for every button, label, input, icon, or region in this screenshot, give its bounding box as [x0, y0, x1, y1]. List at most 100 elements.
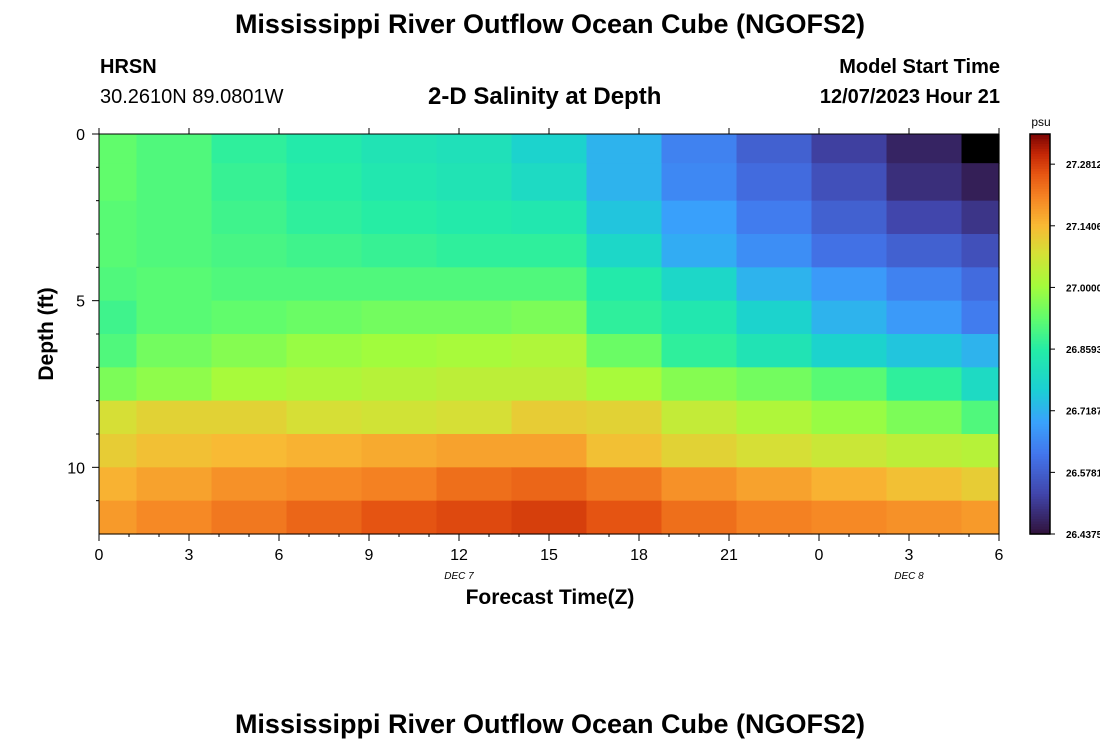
heatmap-cell [361, 200, 438, 235]
heatmap-cell [136, 400, 213, 435]
colorbar-swatch [1030, 374, 1050, 378]
colorbar-swatch [1030, 271, 1050, 275]
heatmap-cell [586, 367, 663, 402]
heatmap-cell [99, 367, 138, 402]
colorbar-swatch [1030, 289, 1050, 293]
heatmap-cell [211, 163, 288, 202]
y-tick-label: 5 [76, 294, 85, 311]
chart-title: Mississippi River Outflow Ocean Cube (NG… [234, 9, 866, 39]
colorbar-swatch [1030, 329, 1050, 333]
heatmap-cell [661, 334, 738, 368]
colorbar-swatch [1030, 176, 1050, 180]
heatmap-cell [99, 200, 138, 235]
colorbar-swatch [1030, 341, 1050, 345]
heatmap-cell [661, 200, 738, 235]
colorbar-swatch [1030, 281, 1050, 285]
heatmap-cell [136, 163, 213, 202]
heatmap-cell [736, 200, 813, 235]
colorbar-swatch [1030, 339, 1050, 343]
heatmap-cell [886, 163, 963, 202]
heatmap-cell [661, 163, 738, 202]
colorbar-swatch [1030, 144, 1050, 148]
colorbar-swatch [1030, 149, 1050, 153]
colorbar-swatch [1030, 426, 1050, 430]
heatmap-cell [586, 334, 663, 368]
colorbar-swatch [1030, 226, 1050, 230]
colorbar-swatch [1030, 529, 1050, 533]
colorbar-swatch [1030, 296, 1050, 300]
x-tick-label: 18 [630, 547, 648, 564]
colorbar-swatch [1030, 489, 1050, 493]
heatmap-cell [811, 267, 888, 302]
heatmap-cell [211, 134, 288, 164]
colorbar-swatch [1030, 366, 1050, 370]
heatmap-cell [136, 500, 213, 535]
x-tick-label: 3 [905, 547, 914, 564]
colorbar-swatch [1030, 386, 1050, 390]
chart-subtitle: 2-D Salinity at Depth [428, 83, 662, 110]
colorbar-swatch [1030, 389, 1050, 393]
colorbar-swatch [1030, 179, 1050, 183]
heatmap-cell [211, 367, 288, 402]
heatmap-cell [286, 134, 363, 164]
colorbar-swatch [1030, 429, 1050, 433]
colorbar-swatch [1030, 234, 1050, 238]
colorbar-swatch [1030, 164, 1050, 168]
heatmap-cell [961, 500, 1000, 535]
heatmap-cell [136, 367, 213, 402]
colorbar-swatch [1030, 211, 1050, 215]
heatmap-cell [586, 267, 663, 302]
heatmap-cell [99, 334, 138, 368]
x-tick-label: 3 [185, 547, 194, 564]
colorbar-swatch [1030, 251, 1050, 255]
heatmap-cell [99, 163, 138, 202]
colorbar-swatch [1030, 471, 1050, 475]
heatmap-cell [811, 467, 888, 502]
x-tick-label: 9 [365, 547, 374, 564]
heatmap-cell [361, 500, 438, 535]
heatmap-cell [286, 434, 363, 468]
heatmap-cell [961, 300, 1000, 335]
colorbar-swatch [1030, 516, 1050, 520]
heatmap-cell [886, 500, 963, 535]
colorbar-swatch [1030, 456, 1050, 460]
colorbar-swatch [1030, 486, 1050, 490]
colorbar-swatch [1030, 464, 1050, 468]
date-label: DEC 8 [894, 571, 924, 582]
heatmap-cell [361, 434, 438, 468]
colorbar-swatch [1030, 444, 1050, 448]
colorbar-swatch [1030, 199, 1050, 203]
colorbar-swatch [1030, 441, 1050, 445]
colorbar-swatch [1030, 191, 1050, 195]
heatmap-cell [436, 367, 513, 402]
heatmap-cell [961, 334, 1000, 368]
colorbar-swatch [1030, 201, 1050, 205]
colorbar-swatch [1030, 146, 1050, 150]
heatmap-cell [361, 234, 438, 268]
heatmap-cell [361, 267, 438, 302]
colorbar-swatch [1030, 236, 1050, 240]
heatmap-cell [811, 234, 888, 268]
footer-chart-title: Mississippi River Outflow Ocean Cube (NG… [234, 709, 866, 739]
colorbar-swatch [1030, 511, 1050, 515]
colorbar-swatch [1030, 326, 1050, 330]
colorbar-swatch [1030, 364, 1050, 368]
heatmap-cell [811, 500, 888, 535]
heatmap-cell [99, 267, 138, 302]
colorbar-swatch [1030, 344, 1050, 348]
colorbar-swatch [1030, 304, 1050, 308]
colorbar-swatch [1030, 361, 1050, 365]
colorbar-swatch [1030, 244, 1050, 248]
colorbar-swatch [1030, 531, 1050, 535]
heatmap-cell [961, 134, 1000, 164]
colorbar-swatch [1030, 404, 1050, 408]
heatmap-cell [961, 467, 1000, 502]
heatmap-cell [99, 134, 138, 164]
colorbar-swatch [1030, 249, 1050, 253]
heatmap-cell [436, 134, 513, 164]
colorbar-swatch [1030, 349, 1050, 353]
colorbar-swatch [1030, 421, 1050, 425]
heatmap-cell [811, 200, 888, 235]
heatmap-cell [99, 467, 138, 502]
colorbar-swatch [1030, 279, 1050, 283]
